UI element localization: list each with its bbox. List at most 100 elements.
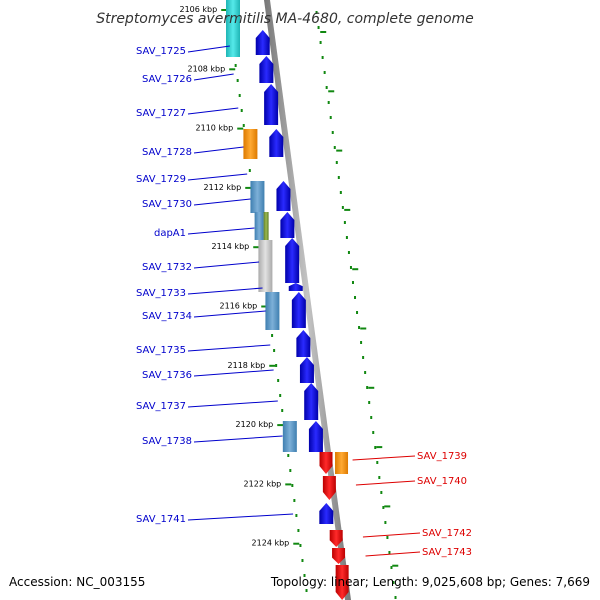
forward-gene-label-text: SAV_1729: [136, 174, 186, 185]
kbp-tick-dash-left: [285, 483, 292, 486]
forward-gene-label-text: SAV_1727: [136, 108, 186, 119]
guide-dot-right: [325, 86, 328, 89]
forward-gene-label: SAV_1727: [136, 107, 239, 119]
reverse-gene-label-text: SAV_1743: [422, 547, 472, 558]
summary-text: Topology: linear; Length: 9,025,608 bp; …: [270, 575, 590, 589]
kbp-tick: 2114 kbp: [212, 242, 359, 271]
kbp-tick-dash-right: [360, 327, 367, 330]
reverse-gene-label-text: SAV_1739: [417, 451, 467, 462]
kbp-tick: 2112 kbp: [204, 183, 351, 211]
kbp-tick-label: 2106 kbp: [180, 5, 218, 14]
feature-box: [243, 129, 258, 159]
guide-dot-left: [248, 169, 251, 172]
kbp-tick-label: 2108 kbp: [188, 64, 226, 73]
gene-arrows: [255, 30, 349, 600]
forward-gene-label: SAV_1736: [142, 369, 274, 381]
guide-dot-right: [327, 101, 330, 104]
forward-gene-label: SAV_1729: [136, 173, 248, 185]
feature-box: [226, 0, 240, 57]
guide-dot-right: [356, 311, 359, 314]
kbp-tick-dash-right: [352, 268, 359, 271]
kbp-tick: 2106 kbp: [180, 5, 327, 33]
guide-dot-left: [295, 514, 298, 517]
forward-gene-leader-line: [193, 369, 274, 377]
guide-dot-left: [275, 364, 278, 367]
feature-box: [265, 292, 280, 330]
guide-dot-left: [279, 394, 282, 397]
forward-gene-leader-line: [187, 107, 239, 115]
guide-dot-right: [347, 251, 350, 254]
kbp-tick-dash-right: [344, 208, 351, 211]
kbp-tick-label: 2124 kbp: [252, 539, 290, 548]
forward-gene-label: SAV_1728: [142, 146, 244, 158]
kbp-tick-dash-right: [384, 505, 391, 508]
forward-gene-leader-line: [187, 45, 230, 53]
guide-dot-left: [301, 559, 304, 562]
guide-dot-right: [372, 431, 375, 434]
reverse-gene-arrow: [319, 452, 333, 474]
guide-dot-right: [335, 161, 338, 164]
kbp-tick: 2124 kbp: [252, 539, 399, 567]
forward-gene-label: SAV_1730: [142, 198, 251, 210]
forward-gene-leader-line: [193, 198, 251, 206]
forward-gene-leader-line: [193, 435, 283, 443]
feature-box: [254, 212, 264, 240]
forward-gene-arrow: [296, 330, 311, 357]
kbp-tick-dash-left: [245, 186, 252, 189]
gene-labels: SAV_1725 SAV_1726 SAV_1727 SAV_1728 SAV_1729…: [136, 45, 472, 558]
reverse-gene-leader-line: [365, 551, 421, 557]
kbp-tick-dash-left: [237, 127, 244, 130]
guide-dot-right: [329, 116, 332, 119]
forward-gene-label-text: SAV_1737: [136, 401, 186, 412]
kbp-tick-label: 2114 kbp: [212, 242, 250, 251]
feature-box: [258, 240, 273, 292]
guide-dot-right: [376, 461, 379, 464]
kbp-tick: 2108 kbp: [188, 64, 335, 93]
forward-gene-arrow: [259, 56, 274, 83]
reverse-gene-label: SAV_1742: [362, 528, 472, 539]
forward-gene-leader-line: [193, 261, 260, 269]
guide-dot-right: [384, 521, 387, 524]
guide-dot-left: [238, 94, 241, 97]
kbp-tick-label: 2112 kbp: [204, 183, 242, 192]
kbp-tick-label: 2116 kbp: [220, 302, 258, 311]
kbp-tick-dash-right: [392, 564, 399, 567]
feature-box: [263, 212, 269, 240]
forward-gene-leader-line: [187, 344, 271, 352]
reverse-gene-arrow: [335, 565, 349, 600]
kbp-tick-dash-right: [376, 446, 383, 449]
guide-dot-left: [297, 529, 300, 532]
guide-dot-right: [364, 371, 367, 374]
accession-text: Accession: NC_003155: [9, 575, 145, 589]
forward-gene-arrow: [304, 383, 319, 420]
guide-dot-left: [289, 469, 292, 472]
guide-dot-right: [349, 266, 352, 269]
feature-box: [282, 421, 297, 452]
forward-gene-leader-line: [187, 287, 263, 295]
reverse-gene-label: SAV_1739: [352, 451, 467, 462]
reverse-gene-arrow: [329, 530, 343, 547]
forward-gene-label-text: SAV_1735: [136, 345, 186, 356]
guide-dot-left: [305, 589, 308, 592]
reverse-gene-label-text: SAV_1740: [417, 476, 467, 487]
forward-gene-arrow: [291, 292, 306, 328]
guide-dot-right: [378, 476, 381, 479]
guide-dot-right: [331, 131, 334, 134]
forward-gene-leader-line: [193, 73, 234, 81]
forward-gene-arrow: [264, 84, 279, 125]
forward-gene-label-text: dapA1: [154, 228, 186, 239]
feature-boxes: [226, 0, 349, 474]
guide-dot-right: [315, 11, 318, 14]
reverse-gene-leader-line: [352, 455, 416, 461]
guide-dot-left: [273, 349, 276, 352]
reverse-gene-leader-line: [355, 480, 416, 486]
reverse-gene-arrow: [322, 476, 336, 500]
forward-gene-label-text: SAV_1738: [142, 436, 192, 447]
guide-dot-left: [240, 109, 243, 112]
kbp-tick-dash-left: [253, 246, 260, 249]
kbp-tick-label: 2120 kbp: [236, 420, 274, 429]
forward-gene-leader-line: [187, 513, 294, 521]
forward-gene-leader-line: [187, 227, 255, 235]
kbp-tick-dash-left: [261, 305, 268, 308]
guide-dot-left: [234, 64, 237, 67]
